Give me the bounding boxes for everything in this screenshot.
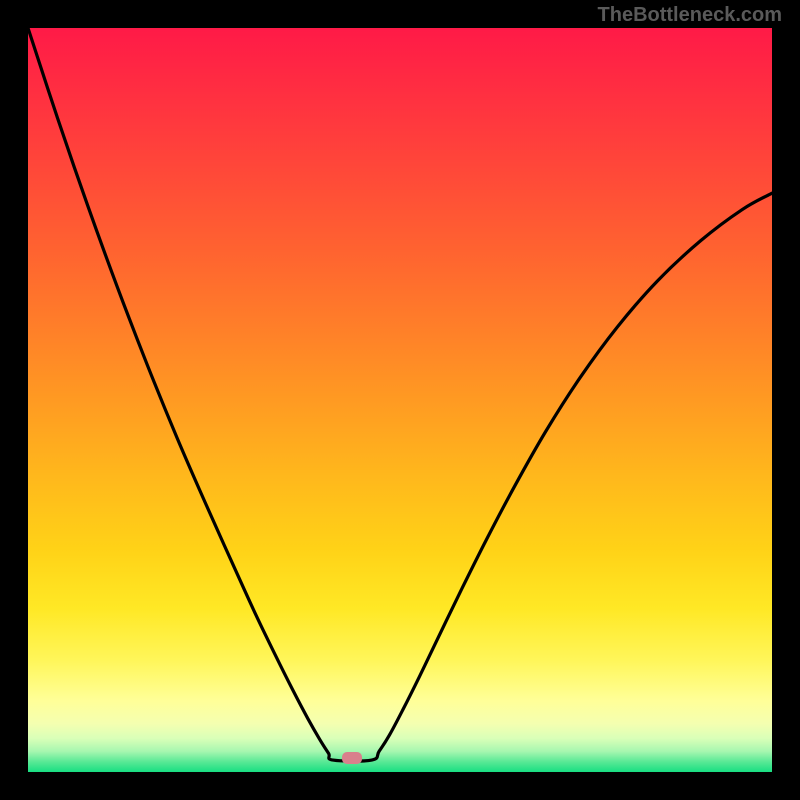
bottleneck-curve — [28, 28, 772, 772]
watermark-text: TheBottleneck.com — [598, 4, 782, 27]
minimum-marker — [342, 752, 362, 764]
plot-area — [28, 28, 772, 772]
figure-container: TheBottleneck.com — [0, 0, 800, 800]
